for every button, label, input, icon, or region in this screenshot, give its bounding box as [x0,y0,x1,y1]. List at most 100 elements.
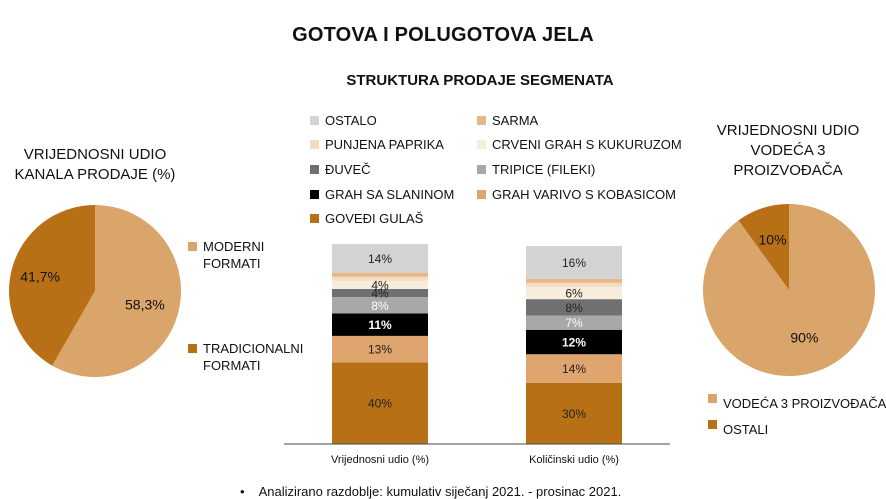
bar-segment [526,354,622,383]
bar-value-label: 30% [562,407,586,421]
legend-swatch [188,242,197,251]
legend-item-ostalo: OSTALO [310,108,454,133]
right-pie-title-line1: VRIJEDNOSNI UDIO [716,122,860,139]
legend-item-duvec: ĐUVEČ [310,157,454,182]
bar-segment [526,382,622,444]
legend-label: MODERNI [203,239,265,254]
legend-label: VODEĆA 3 PROIZVOĐAČA [723,395,886,411]
bar-value-label: 4% [371,278,389,292]
pie-value-label: 90% [790,329,818,345]
legend-swatch [477,115,486,125]
legend-label: FORMATI [203,358,261,373]
legend-item-ostali: OSTALI [708,416,886,442]
legend-swatch [310,214,319,224]
legend-swatch [310,140,319,150]
bar-segment [332,362,428,444]
legend-label: GRAH SA SLANINOM [325,186,455,202]
footnote-text: Analizirano razdoblje: kumulativ siječan… [258,484,622,499]
pie-value-label: 10% [759,231,787,247]
legend-swatch [477,140,486,150]
legend-swatch [188,344,197,353]
bar-value-label: 12% [562,336,586,350]
legend-item-moderni: MODERNI FORMATI [188,238,264,272]
channel-pie-chart: 58,3% 41,7% [8,205,181,377]
bar-segment [526,329,622,355]
legend-item-vodeca-3: VODEĆA 3 PROIZVOĐAČA [708,390,886,416]
bar-segment [332,313,428,336]
x-tick-label: Vrijednosni udio (%) [331,454,429,466]
legend-item-tradicionalni: TRADICIONALNI FORMATI [188,340,303,374]
right-pie-title: VRIJEDNOSNI UDIO VODEĆA 3 PROIZVOĐAČA [690,121,886,181]
bullet-icon: • [240,484,245,499]
left-pie-legend-2: TRADICIONALNI FORMATI [188,340,303,374]
legend-label: CRVENI GRAH S KUKURUZOM [492,137,682,153]
bar-segment [332,276,428,281]
left-pie-title-line1: VRIJEDNOSNI UDIO [23,146,167,163]
legend-label: GRAH VARIVO S KOBASICOM [492,186,676,202]
bar-value-label: 4% [371,287,389,301]
legend-label: PUNJENA PAPRIKA [325,137,444,153]
bar-value-label: 14% [562,362,586,376]
bar-value-label: 8% [371,299,389,313]
pie-value-label: 58,3% [125,296,165,312]
legend-item-grah-sa-slaninom: GRAH SA SLANINOM [310,182,454,207]
bar-segment [332,244,428,273]
right-pie-title-line3: PROIZVOĐAČA [733,162,843,179]
right-pie-title-line2: VODEĆA 3 [750,142,826,159]
segment-stacked-bar-chart: 40%13%11%8%4%4%14%Vrijednosni udio (%)30… [284,244,670,466]
legend-label: OSTALI [723,421,769,437]
left-pie-title: VRIJEDNOSNI UDIO KANALA PRODAJE (%) [0,145,190,185]
legend-item-grah-varivo: GRAH VARIVO S KOBASICOM [477,182,682,207]
bar-segment [332,288,428,298]
bar-chart-title: STRUKTURA PRODAJE SEGMENATA [346,72,614,89]
bar-value-label: 7% [565,316,583,330]
page-title: GOTOVA I POLUGOTOVA JELA [292,24,594,46]
footnote: • Analizirano razdoblje: kumulativ siječa… [240,484,621,499]
pie-value-label: 41,7% [20,268,60,284]
legend-label: FORMATI [203,256,261,271]
legend-swatch [310,115,319,125]
bar-value-label: 16% [562,256,586,270]
legend-label: ĐUVEČ [325,161,371,177]
legend-item-tripice: TRIPICE (FILEKI) [477,157,682,182]
legend-swatch [477,164,486,174]
legend-swatch [310,164,319,174]
left-pie-legend: MODERNI FORMATI [188,238,264,272]
legend-swatch [477,189,486,199]
legend-label: GOVEĐI GULAŠ [325,211,424,227]
bar-segment [526,282,622,287]
legend-swatch [708,420,717,429]
bar-value-label: 8% [565,301,583,315]
bar-segment [332,297,428,314]
bar-value-label: 6% [565,287,583,301]
bar-segment [526,246,622,279]
bar-segment [526,278,622,283]
pie-slice [52,205,181,377]
bar-value-label: 14% [368,252,392,266]
legend-label: SARMA [492,112,539,128]
bar-segment [332,335,428,363]
bar-legend-left: OSTALO PUNJENA PAPRIKA ĐUVEČ GRAH SA SLA… [310,108,454,231]
legend-label: TRADICIONALNI [203,341,304,356]
bar-value-label: 40% [368,397,392,411]
bar-segment [332,280,428,289]
bar-value-label: 11% [368,318,392,332]
left-pie-title-line2: KANALA PRODAJE (%) [14,166,176,183]
legend-swatch [310,189,319,199]
x-tick-label: Količinski udio (%) [529,454,619,466]
producers-pie-chart: 90% 10% [703,204,875,376]
pie-slice [8,205,95,366]
bar-segment [332,272,428,277]
legend-item-govedji-gulas: GOVEĐI GULAŠ [310,206,454,231]
legend-item-punjena-paprika: PUNJENA PAPRIKA [310,133,454,158]
legend-swatch [708,394,717,403]
legend-item-crveni-grah: CRVENI GRAH S KUKURUZOM [477,133,682,158]
bar-legend-right: SARMA CRVENI GRAH S KUKURUZOM TRIPICE (F… [477,108,682,206]
bar-segment [526,299,622,316]
bar-segment [526,286,622,300]
legend-item-sarma: SARMA [477,108,682,133]
right-pie-legend: VODEĆA 3 PROIZVOĐAČA OSTALI [708,390,886,442]
bar-value-label: 13% [368,343,392,357]
bar-segment [526,315,622,330]
legend-label: TRIPICE (FILEKI) [492,161,596,177]
